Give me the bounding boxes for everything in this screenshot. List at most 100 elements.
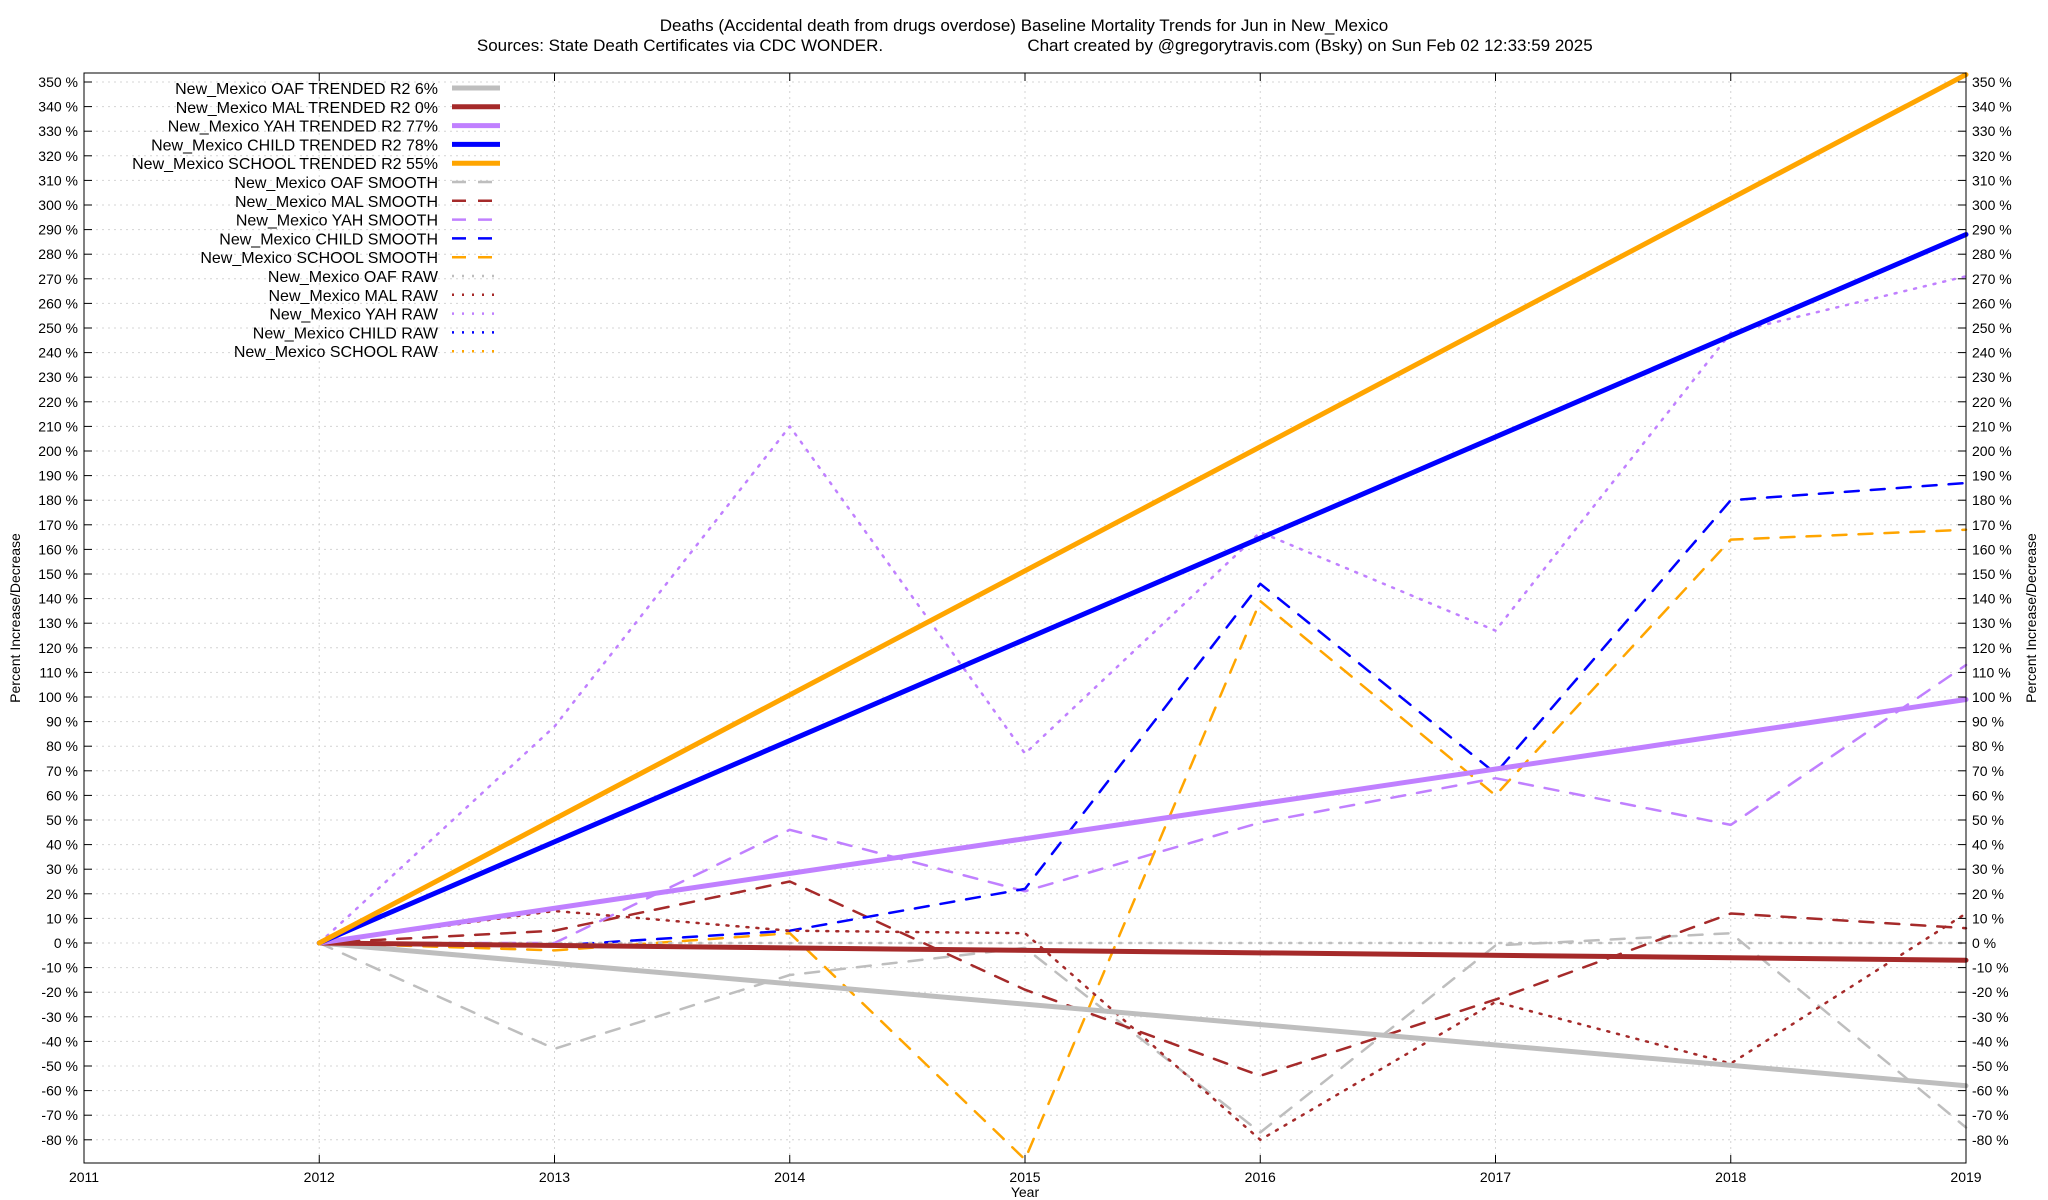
y-tick-label-right: 0 % <box>1972 935 1996 951</box>
y-tick-label-right: 290 % <box>1972 222 2012 238</box>
y-tick-label-left: 10 % <box>46 910 78 926</box>
y-tick-label-right: 210 % <box>1972 418 2012 434</box>
y-tick-label-left: 90 % <box>46 714 78 730</box>
y-tick-label-right: 10 % <box>1972 910 2004 926</box>
series-line <box>316 940 1969 1089</box>
y-tick-label-left: 270 % <box>38 271 78 287</box>
legend-label: New_Mexico CHILD RAW <box>253 325 439 342</box>
y-tick-label-right: 280 % <box>1972 246 2012 262</box>
y-tick-label-left: 30 % <box>46 861 78 877</box>
y-tick-label-left: 40 % <box>46 837 78 853</box>
x-tick-label: 2011 <box>69 1169 99 1185</box>
legend-label: New_Mexico SCHOOL TRENDED R2 55% <box>132 156 438 173</box>
series-line <box>318 880 1968 1078</box>
y-tick-label-left: 260 % <box>38 295 78 311</box>
legend-label: New_Mexico OAF TRENDED R2 6% <box>175 81 438 98</box>
y-tick-label-right: -40 % <box>1972 1033 2009 1049</box>
y-tick-label-left: -70 % <box>41 1107 78 1123</box>
y-tick-label-left: 70 % <box>46 763 78 779</box>
legend-label: New_Mexico SCHOOL RAW <box>234 344 439 361</box>
y-tick-label-right: 170 % <box>1972 517 2012 533</box>
x-tick-label: 2019 <box>1950 1169 1981 1185</box>
y-tick-label-right: 160 % <box>1972 541 2012 557</box>
y-tick-label-right: 310 % <box>1972 172 2012 188</box>
legend-label: New_Mexico SCHOOL SMOOTH <box>200 250 438 267</box>
y-tick-label-left: 100 % <box>38 689 78 705</box>
y-tick-label-right: -60 % <box>1972 1083 2009 1099</box>
series-line <box>316 72 1969 946</box>
y-tick-label-right: 230 % <box>1972 369 2012 385</box>
y-tick-label-right: 130 % <box>1972 615 2012 631</box>
y-tick-label-right: 190 % <box>1972 468 2012 484</box>
y-tick-label-right: -20 % <box>1972 984 2009 1000</box>
y-tick-label-left: 20 % <box>46 886 78 902</box>
series-line <box>318 481 1968 947</box>
x-tick-label: 2017 <box>1480 1169 1511 1185</box>
chart-title: Deaths (Accidental death from drugs over… <box>660 16 1389 35</box>
y-tick-label-right: 100 % <box>1972 689 2012 705</box>
y-tick-label-left: -30 % <box>41 1009 78 1025</box>
y-axis-label-right: Percent Increase/Decrease <box>2023 533 2039 703</box>
y-tick-label-left: 310 % <box>38 172 78 188</box>
y-tick-label-left: 330 % <box>38 123 78 139</box>
series-line <box>318 931 1968 1134</box>
x-tick-label: 2012 <box>304 1169 335 1185</box>
y-tick-label-left: 110 % <box>39 664 78 680</box>
y-tick-label-right: 30 % <box>1972 861 2004 877</box>
grid <box>84 73 1966 1163</box>
y-tick-label-left: 230 % <box>38 369 78 385</box>
legend-label: New_Mexico CHILD SMOOTH <box>219 231 438 248</box>
legend: New_Mexico OAF TRENDED R2 6% New_Mexico M… <box>132 81 500 361</box>
legend-label: New_Mexico CHILD TRENDED R2 78% <box>151 137 438 154</box>
y-tick-label-right: -80 % <box>1972 1132 2009 1148</box>
axis-ticks: 2011 2012 2013 2014 2015 2016 2017 2018 2019 350 … <box>38 73 2012 1185</box>
y-tick-label-right: 260 % <box>1972 295 2012 311</box>
y-tick-label-left: 320 % <box>38 148 78 164</box>
series-lines <box>316 72 1969 1161</box>
series-line <box>318 663 1968 945</box>
y-tick-label-right: 60 % <box>1972 787 2004 803</box>
legend-label: New_Mexico MAL TRENDED R2 0% <box>176 100 438 117</box>
y-tick-label-left: 280 % <box>38 246 78 262</box>
y-tick-label-left: 0 % <box>54 935 78 951</box>
y-tick-label-left: 290 % <box>38 222 78 238</box>
y-tick-label-right: -50 % <box>1972 1058 2009 1074</box>
legend-label: New_Mexico OAF SMOOTH <box>234 175 438 192</box>
y-tick-label-left: 250 % <box>38 320 78 336</box>
y-tick-label-right: 250 % <box>1972 320 2012 336</box>
y-tick-label-left: 240 % <box>38 345 78 361</box>
y-tick-label-right: 140 % <box>1972 591 2012 607</box>
y-tick-label-left: 170 % <box>38 517 78 533</box>
y-tick-label-right: 110 % <box>1972 664 2011 680</box>
y-tick-label-left: -10 % <box>41 960 78 976</box>
y-tick-label-right: 90 % <box>1972 714 2004 730</box>
y-tick-label-left: 340 % <box>38 99 78 115</box>
series-line <box>318 275 1968 945</box>
y-tick-label-left: 200 % <box>38 443 78 459</box>
chart-subtitle-source: Sources: State Death Certificates via CD… <box>477 36 883 55</box>
y-tick-label-left: 150 % <box>38 566 78 582</box>
y-tick-label-right: 50 % <box>1972 812 2004 828</box>
y-tick-label-right: 300 % <box>1972 197 2012 213</box>
y-tick-label-left: 60 % <box>46 787 78 803</box>
legend-label: New_Mexico MAL SMOOTH <box>235 194 438 211</box>
y-tick-label-left: 120 % <box>38 640 78 656</box>
x-tick-label: 2016 <box>1245 1169 1276 1185</box>
y-tick-label-left: 210 % <box>38 418 78 434</box>
x-axis-label: Year <box>1011 1184 1040 1200</box>
y-tick-label-right: 120 % <box>1972 640 2012 656</box>
y-tick-label-right: 240 % <box>1972 345 2012 361</box>
y-tick-label-right: 20 % <box>1972 886 2004 902</box>
y-tick-label-left: 300 % <box>38 197 78 213</box>
x-tick-label: 2015 <box>1009 1169 1040 1185</box>
y-tick-label-left: 50 % <box>46 812 78 828</box>
legend-label: New_Mexico MAL RAW <box>268 288 438 305</box>
x-tick-label: 2013 <box>539 1169 570 1185</box>
legend-label: New_Mexico YAH RAW <box>269 307 439 324</box>
y-tick-label-left: 140 % <box>38 591 78 607</box>
x-tick-label: 2014 <box>774 1169 805 1185</box>
chart-subtitle-credit: Chart created by @gregorytravis.com (Bsk… <box>1027 36 1592 55</box>
y-tick-label-left: -20 % <box>41 984 78 1000</box>
y-tick-label-right: 200 % <box>1972 443 2012 459</box>
y-tick-label-left: 160 % <box>38 541 78 557</box>
